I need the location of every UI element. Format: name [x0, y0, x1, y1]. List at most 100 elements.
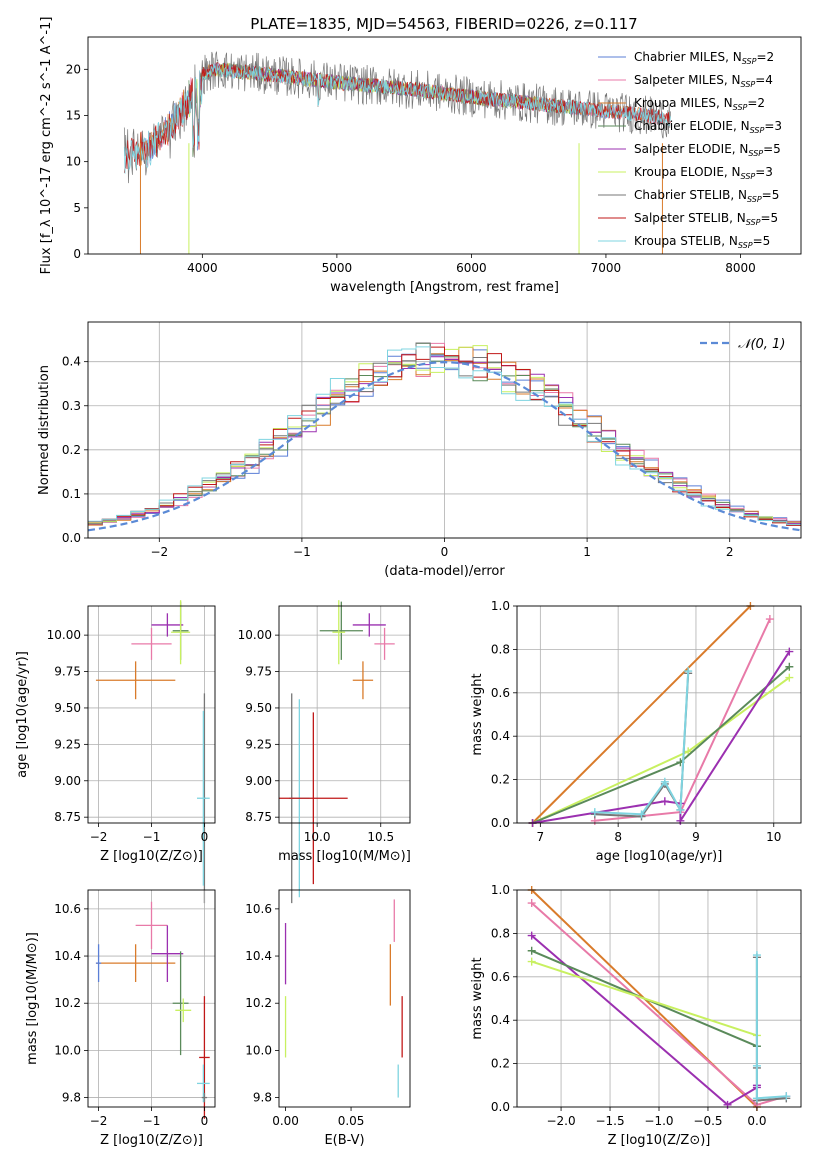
y-tick-label: 8.75: [54, 810, 81, 824]
figure-title: PLATE=1835, MJD=54563, FIBERID=0226, z=0…: [250, 15, 637, 33]
legend-label-tail: =5: [760, 211, 778, 225]
plot-area: [528, 602, 794, 827]
legend-label: Salpeter MILES, NSSP=4: [634, 73, 773, 89]
y-tick-label: 8.75: [245, 810, 272, 824]
axes-residuals: −2 −1 0 1 2 0.0 0.1 0.2 0.3 0.4 𝒩(0, 1) (data-model…: [37, 321, 802, 579]
axes-frame: [278, 889, 411, 1108]
y-tick-label: 10.2: [245, 996, 272, 1010]
legend-label-tail: =5: [753, 234, 771, 248]
x-tick-label: 0.05: [338, 1114, 365, 1128]
x-axis-label: age [log10(age/yr)]: [596, 849, 723, 864]
axes-frame: [87, 36, 802, 255]
x-tick-label: 10.0: [304, 830, 331, 844]
x-tick-label: −0.5: [693, 1114, 722, 1128]
weight-line: [531, 960, 758, 1037]
y-tick-label: 0.0: [491, 816, 510, 830]
legend-label-sub: SSP: [742, 57, 757, 66]
y-tick-label: 10.2: [54, 996, 81, 1010]
y-tick-label: 0.4: [491, 729, 510, 743]
y-tick-label: 9.75: [245, 665, 272, 679]
legend-label-tail: =2: [747, 96, 765, 110]
y-tick-label: 0: [73, 247, 81, 261]
y-tick-label: 0.8: [491, 642, 510, 656]
weight-marker: [723, 1100, 732, 1109]
y-tick-label: 0.8: [491, 926, 510, 940]
plot-area: [123, 51, 671, 254]
weight-marker: [785, 662, 794, 671]
x-axis-label: (data-model)/error: [384, 564, 505, 579]
y-tick-label: 0.2: [491, 1057, 510, 1071]
weight-marker: [785, 673, 794, 682]
axes-age_vs_mass: 10.0 10.5 8.75 9.00 9.25 9.50 9.75 10.00 mass [l…: [238, 600, 411, 904]
y-tick-label: 10.6: [54, 902, 81, 916]
y-tick-label: 10.6: [245, 902, 272, 916]
weight-marker: [785, 647, 794, 656]
weight-line: [532, 666, 790, 824]
y-tick-label: 9.8: [253, 1091, 272, 1105]
y-tick-label: 9.00: [245, 774, 272, 788]
y-tick-label: 10.0: [54, 1043, 81, 1057]
y-tick-label: 10: [66, 155, 81, 169]
y-axis-label: age [log10(age/yr)]: [15, 651, 30, 778]
y-axis-label: mass weight: [470, 957, 485, 1039]
y-tick-label: 15: [66, 108, 81, 122]
y-tick-label: 0.4: [62, 355, 81, 369]
axes-frame: [87, 321, 802, 539]
axes-age_vs_Z: −2 −1 0 8.75 9.00 9.25 9.50 9.75 10.00 Z [log10(Z…: [15, 600, 216, 904]
y-tick-label: 10.00: [238, 628, 272, 642]
legend-label-base: Salpeter MILES, N: [634, 73, 741, 87]
weight-line: [755, 957, 787, 1102]
x-tick-label: 8: [614, 830, 622, 844]
x-tick-label: −2: [90, 830, 108, 844]
y-tick-label: 0.2: [62, 443, 81, 457]
weight-marker: [637, 810, 646, 819]
legend-label-base: Chabrier STELIB, N: [634, 188, 747, 202]
spectrum-line: [123, 62, 671, 173]
legend-label-tail: =4: [755, 73, 773, 87]
weight-marker: [660, 777, 669, 786]
weight-line: [755, 955, 787, 1100]
y-axis-label: mass weight: [470, 673, 485, 755]
x-tick-label: 2: [726, 545, 734, 559]
plot-area: [527, 886, 791, 1111]
weight-marker: [660, 797, 669, 806]
weight-marker: [590, 808, 599, 817]
weight-marker: [527, 899, 536, 908]
x-tick-label: 0: [441, 545, 449, 559]
axes-mass_vs_ebv: 0.00 0.05 9.8 10.0 10.2 10.4 10.6 E(B-V): [245, 889, 411, 1148]
axes-mass_weight_vs_Z: −2.0 −1.5 −1.0 −0.5 0.0 0.0 0.2 0.4 0.6 0.8 1.0 Z […: [470, 883, 802, 1148]
x-tick-label: −2.0: [546, 1114, 575, 1128]
legend-label-base: Chabrier MILES, N: [634, 50, 742, 64]
x-tick-label: 8000: [725, 261, 756, 275]
axes-frame: [87, 889, 216, 1108]
legend-label: Salpeter STELIB, NSSP=5: [634, 211, 778, 227]
y-tick-label: 0.4: [491, 1013, 510, 1027]
histogram-step: [88, 346, 801, 525]
y-tick-label: 0.6: [491, 686, 510, 700]
y-tick-label: 0.0: [62, 531, 81, 545]
y-tick-label: 0.1: [62, 487, 81, 501]
legend-label: Kroupa MILES, NSSP=2: [634, 96, 765, 112]
legend-label-sub: SSP: [748, 149, 763, 158]
axes-spectrum: 4000 5000 6000 7000 8000 0 5 10 15 20 Chabrier MIL…: [39, 17, 802, 295]
y-tick-label: 10.0: [245, 1043, 272, 1057]
weight-marker: [676, 805, 685, 814]
x-tick-label: 10: [766, 830, 781, 844]
legend-label: Kroupa STELIB, NSSP=5: [634, 234, 770, 250]
legend-label-base: Salpeter ELODIE, N: [634, 142, 748, 156]
weight-marker: [752, 1061, 761, 1070]
legend-label: 𝒩(0, 1): [738, 337, 785, 352]
weight-marker: [527, 931, 536, 940]
x-tick-label: −2: [150, 545, 168, 559]
x-axis-label: wavelength [Angstrom, rest frame]: [330, 280, 559, 295]
y-axis-label: Flux [f_λ 10^-17 erg cm^-2 s^-1 A^-1]: [39, 17, 54, 275]
spectrum-line: [123, 63, 671, 174]
x-tick-label: 5000: [322, 261, 353, 275]
x-tick-label: 7: [537, 830, 545, 844]
axes-mass_vs_Z: −2 −1 0 9.8 10.0 10.2 10.4 10.6 Z [log10(Z/Z⊙)] m…: [25, 889, 216, 1148]
y-tick-label: 0.2: [491, 773, 510, 787]
weight-marker: [527, 957, 536, 966]
legend-label: Chabrier ELODIE, NSSP=3: [634, 119, 782, 135]
x-tick-label: −2: [90, 1114, 108, 1128]
legend-label-sub: SSP: [738, 241, 753, 250]
